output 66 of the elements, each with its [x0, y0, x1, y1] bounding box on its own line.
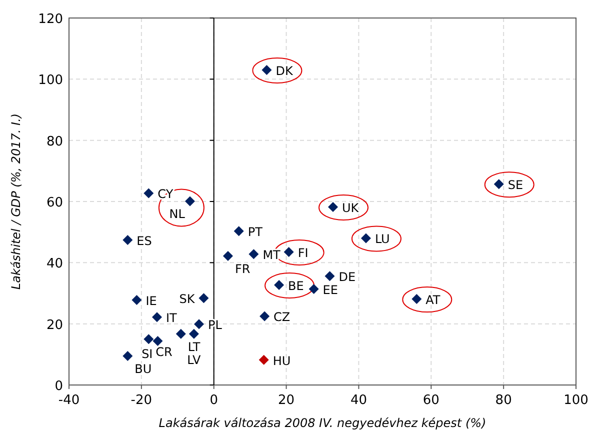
- point: [308, 284, 319, 294]
- annotation: CZ: [274, 310, 290, 324]
- annotation: PT: [248, 225, 264, 240]
- point: [122, 235, 133, 246]
- annotation: LV: [187, 352, 202, 367]
- y-tick-label: 100: [38, 73, 63, 88]
- annotation: AT: [426, 293, 441, 308]
- y-tick-label: 0: [54, 379, 63, 394]
- point: [132, 294, 142, 305]
- point: [184, 196, 195, 206]
- annotation: UK: [342, 201, 360, 216]
- point: [144, 188, 154, 198]
- point: [188, 328, 199, 339]
- annotation: DE: [338, 270, 356, 284]
- x-tick-label: -20: [130, 393, 152, 408]
- x-tick-label: 60: [422, 393, 440, 408]
- point: [144, 334, 154, 344]
- annotation: DK: [276, 64, 294, 78]
- annotation: SE: [508, 178, 524, 192]
- point: [274, 280, 284, 290]
- point: [122, 350, 133, 361]
- annotation: LT: [188, 340, 201, 354]
- point: [176, 328, 186, 339]
- y-tick-label: 60: [46, 196, 63, 210]
- y-tick-label: 40: [46, 256, 63, 272]
- point: [248, 249, 259, 260]
- y-tick-label: 120: [38, 12, 63, 27]
- annotation: NL: [169, 207, 186, 222]
- x-tick-label: 20: [278, 393, 295, 408]
- point: [284, 246, 294, 257]
- annotation: BE: [288, 278, 304, 293]
- annotation: HU: [272, 354, 291, 368]
- point: [412, 294, 422, 304]
- x-tick-label: -40: [58, 393, 80, 408]
- y-tick-label: 80: [46, 134, 63, 150]
- x-tick-label: 0: [210, 393, 218, 408]
- annotation: IT: [166, 311, 178, 326]
- point: [258, 354, 269, 365]
- point: [262, 64, 272, 75]
- annotation: BU: [134, 362, 152, 376]
- point: [152, 312, 162, 322]
- point: [194, 319, 204, 330]
- y-tick-label: 20: [46, 318, 63, 333]
- x-axis-title: Lakásárak változása 2008 IV. negyedévhez képest (%): [158, 416, 486, 430]
- annotation: ES: [136, 234, 152, 248]
- x-tick-label: 80: [495, 393, 512, 408]
- annotation: LU: [374, 232, 390, 246]
- x-tick-label: 100: [564, 393, 588, 408]
- annotation: FR: [234, 262, 250, 276]
- point: [152, 336, 163, 346]
- annotation: EE: [322, 282, 338, 297]
- point: [494, 179, 504, 190]
- annotation: SK: [179, 292, 196, 306]
- point: [234, 226, 244, 236]
- annotation: IE: [146, 294, 157, 308]
- x-tick-label: 40: [350, 393, 367, 408]
- y-axis-title: Lakáshitel / GDP (%, 2017. I.): [9, 113, 23, 290]
- point: [260, 311, 270, 322]
- point: [328, 202, 338, 212]
- point: [324, 271, 335, 282]
- annotation: FI: [298, 246, 308, 260]
- point: [198, 293, 209, 304]
- annotation: SI: [142, 346, 153, 361]
- point: [360, 233, 371, 244]
- point: [222, 250, 233, 261]
- annotation: CR: [156, 345, 172, 360]
